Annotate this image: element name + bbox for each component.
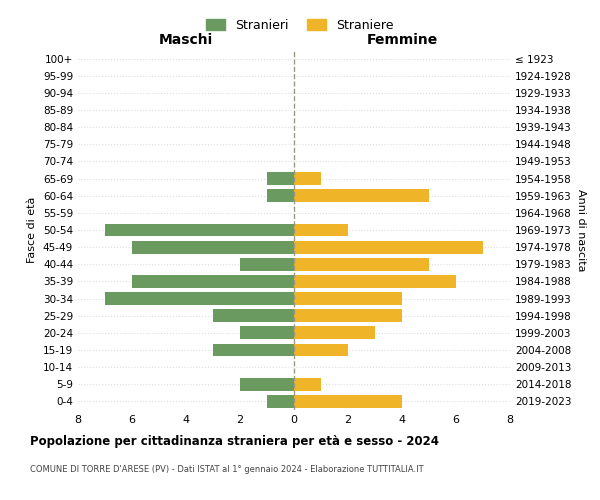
Bar [294,378,321,390]
Bar [213,310,294,322]
Bar [267,190,294,202]
Text: Femmine: Femmine [367,32,437,46]
Bar [240,378,294,390]
Text: Popolazione per cittadinanza straniera per età e sesso - 2024: Popolazione per cittadinanza straniera p… [30,435,439,448]
Legend: Stranieri, Straniere: Stranieri, Straniere [202,14,398,37]
Text: COMUNE DI TORRE D'ARESE (PV) - Dati ISTAT al 1° gennaio 2024 - Elaborazione TUTT: COMUNE DI TORRE D'ARESE (PV) - Dati ISTA… [30,465,424,474]
Bar [240,326,294,340]
Bar [294,224,348,236]
Bar [132,275,294,288]
Bar [294,292,402,305]
Bar [294,240,483,254]
Bar [267,395,294,408]
Bar [267,172,294,185]
Bar [213,344,294,356]
Bar [294,310,402,322]
Bar [294,395,402,408]
Bar [105,224,294,236]
Bar [105,292,294,305]
Bar [132,240,294,254]
Bar [294,275,456,288]
Bar [294,326,375,340]
Bar [240,258,294,270]
Bar [294,172,321,185]
Y-axis label: Anni di nascita: Anni di nascita [575,188,586,271]
Text: Maschi: Maschi [159,32,213,46]
Bar [294,344,348,356]
Y-axis label: Fasce di età: Fasce di età [28,197,37,263]
Bar [294,258,429,270]
Bar [294,190,429,202]
